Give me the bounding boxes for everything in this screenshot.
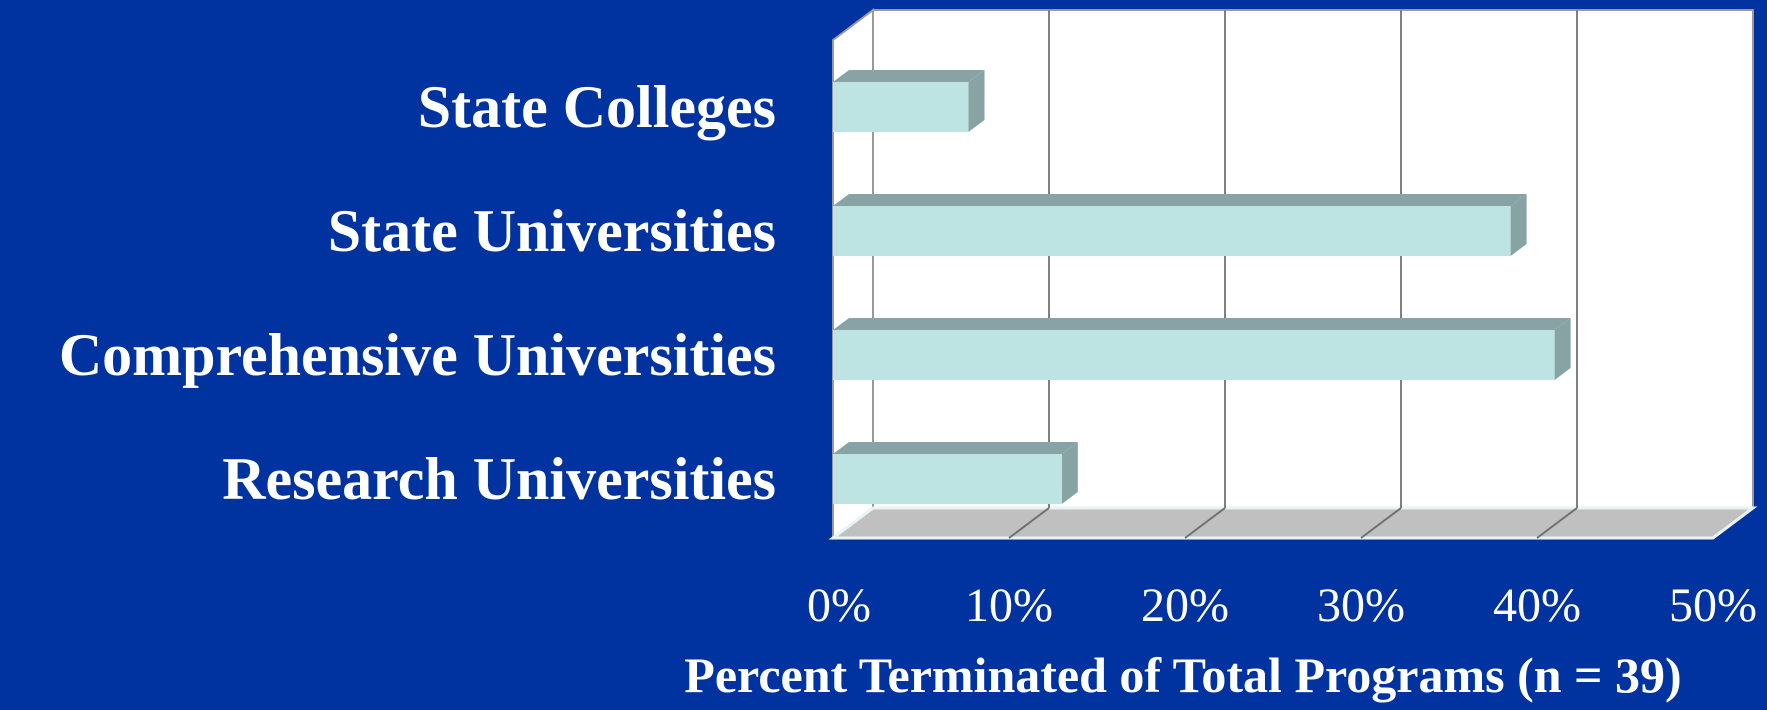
plot-floor <box>828 506 1758 540</box>
category-label: State Universities <box>328 198 776 264</box>
bar-top <box>833 194 1527 206</box>
category-label: Comprehensive Universities <box>59 322 776 388</box>
bar-side <box>968 70 985 132</box>
bar-side <box>1510 194 1527 256</box>
x-tick-label: 0% <box>807 579 871 632</box>
floor-gridline <box>1008 507 1050 539</box>
x-tick-label: 40% <box>1493 579 1581 632</box>
floor-gridline <box>1536 507 1578 539</box>
bar <box>833 206 1511 256</box>
x-tick-label: 10% <box>965 579 1053 632</box>
bar <box>833 454 1062 504</box>
x-tick-label: 20% <box>1141 579 1229 632</box>
x-tick-label: 50% <box>1669 579 1757 632</box>
category-label: Research Universities <box>222 446 776 512</box>
floor-gridline <box>1360 507 1402 539</box>
bar-top <box>833 70 985 82</box>
bar <box>833 82 969 132</box>
bar <box>833 330 1555 380</box>
floor-gridline <box>1184 507 1226 539</box>
bar-side <box>1554 318 1571 380</box>
x-tick-label: 30% <box>1317 579 1405 632</box>
category-label: State Colleges <box>418 74 776 140</box>
bar-top <box>833 318 1571 330</box>
bar-top <box>833 442 1078 454</box>
plot-back-wall <box>872 9 1754 509</box>
bar-side <box>1061 442 1078 504</box>
x-axis-title: Percent Terminated of Total Programs (n … <box>684 647 1681 703</box>
